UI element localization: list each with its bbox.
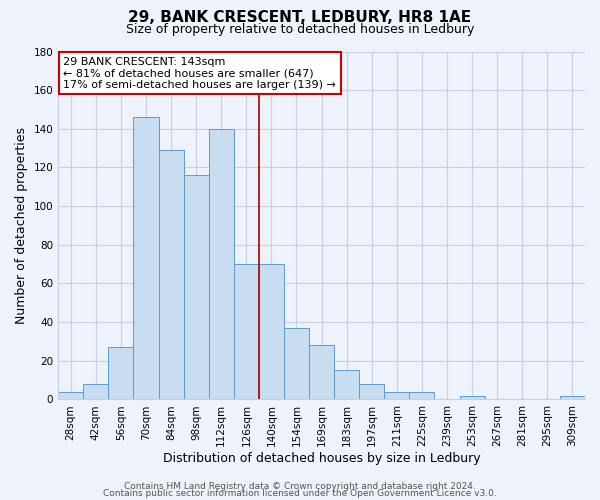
- Bar: [284, 328, 309, 400]
- Text: Contains public sector information licensed under the Open Government Licence v3: Contains public sector information licen…: [103, 490, 497, 498]
- X-axis label: Distribution of detached houses by size in Ledbury: Distribution of detached houses by size …: [163, 452, 481, 465]
- Y-axis label: Number of detached properties: Number of detached properties: [15, 127, 28, 324]
- Bar: [385, 392, 409, 400]
- Bar: [409, 392, 434, 400]
- Bar: [234, 264, 259, 400]
- Bar: [334, 370, 359, 400]
- Text: 29 BANK CRESCENT: 143sqm
← 81% of detached houses are smaller (647)
17% of semi-: 29 BANK CRESCENT: 143sqm ← 81% of detach…: [64, 56, 337, 90]
- Bar: [309, 346, 334, 400]
- Bar: [560, 396, 585, 400]
- Bar: [359, 384, 385, 400]
- Text: Size of property relative to detached houses in Ledbury: Size of property relative to detached ho…: [126, 22, 474, 36]
- Bar: [133, 117, 158, 400]
- Text: Contains HM Land Registry data © Crown copyright and database right 2024.: Contains HM Land Registry data © Crown c…: [124, 482, 476, 491]
- Bar: [460, 396, 485, 400]
- Bar: [158, 150, 184, 400]
- Text: 29, BANK CRESCENT, LEDBURY, HR8 1AE: 29, BANK CRESCENT, LEDBURY, HR8 1AE: [128, 10, 472, 25]
- Bar: [184, 175, 209, 400]
- Bar: [83, 384, 109, 400]
- Bar: [109, 348, 133, 400]
- Bar: [209, 129, 234, 400]
- Bar: [259, 264, 284, 400]
- Bar: [58, 392, 83, 400]
